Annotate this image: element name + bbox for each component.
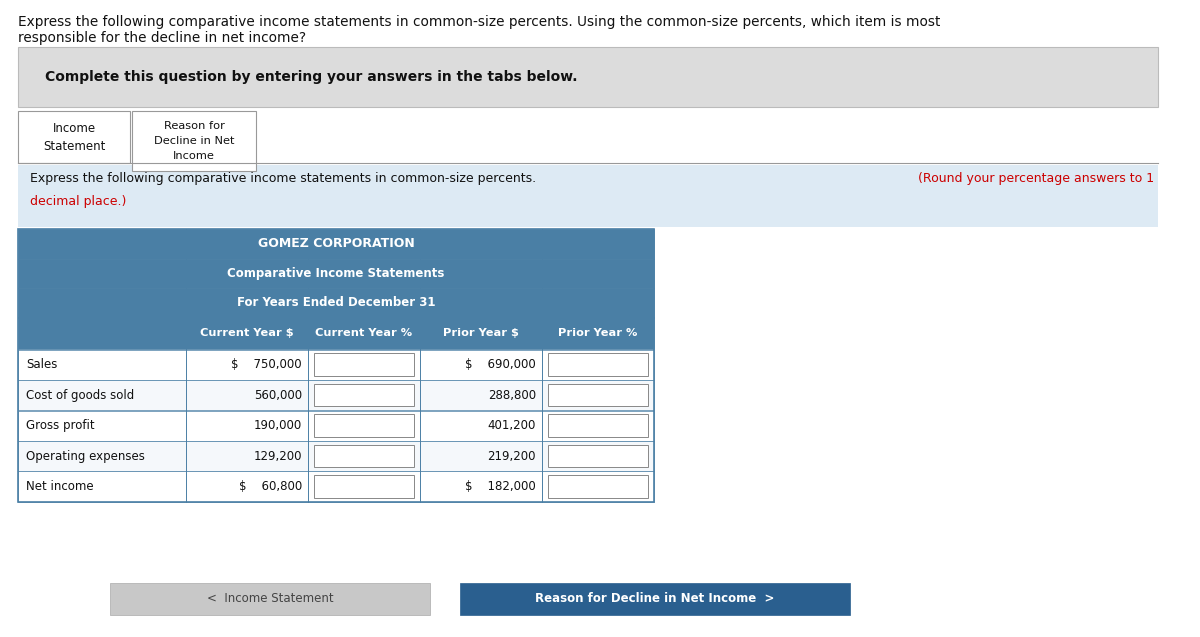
Text: Current Year %: Current Year % [316,329,413,338]
Text: 560,000: 560,000 [254,389,302,402]
Text: (Round your percentage answers to 1: (Round your percentage answers to 1 [918,172,1154,185]
Bar [18,317,654,350]
Text: Cost of goods sold: Cost of goods sold [26,389,134,402]
Text: $    60,800: $ 60,800 [239,480,302,493]
Text: Decline in Net: Decline in Net [154,136,234,146]
Text: Income: Income [173,151,215,161]
Bar [18,229,654,259]
Text: decimal place.): decimal place.) [30,195,126,208]
Bar [110,583,430,615]
Bar [548,445,648,468]
Text: $    182,000: $ 182,000 [466,480,536,493]
Bar [18,410,654,441]
Bar [18,288,654,317]
Text: Operating expenses: Operating expenses [26,450,145,462]
Bar [18,47,1158,107]
Text: Reason for: Reason for [163,121,224,131]
Bar [314,415,414,437]
Text: 129,200: 129,200 [253,450,302,462]
Bar [18,471,654,502]
Text: 190,000: 190,000 [253,419,302,433]
Text: Sales: Sales [26,358,58,371]
Text: GOMEZ CORPORATION: GOMEZ CORPORATION [258,237,414,250]
Bar [18,229,654,502]
Bar [18,165,1158,227]
Bar [18,441,654,471]
Text: Prior Year $: Prior Year $ [443,329,518,338]
Text: Prior Year %: Prior Year % [558,329,637,338]
Text: For Years Ended December 31: For Years Ended December 31 [236,296,436,309]
Text: Comparative Income Statements: Comparative Income Statements [227,267,445,280]
Text: Statement: Statement [43,141,106,154]
Text: Current Year $: Current Year $ [200,329,294,338]
Bar [314,354,414,376]
Text: Express the following comparative income statements in common-size percents. Usi: Express the following comparative income… [18,15,941,45]
Bar [18,380,654,410]
Bar [460,583,850,615]
Text: Reason for Decline in Net Income  >: Reason for Decline in Net Income > [535,592,775,606]
Text: Net income: Net income [26,480,94,493]
Text: Complete this question by entering your answers in the tabs below.: Complete this question by entering your … [46,70,577,84]
Text: $    690,000: $ 690,000 [466,358,536,371]
Bar [132,111,256,171]
Bar [18,350,654,380]
Bar [314,384,414,406]
Text: 219,200: 219,200 [487,450,536,462]
Bar [548,354,648,376]
Bar [548,475,648,498]
Text: 288,800: 288,800 [488,389,536,402]
Text: Gross profit: Gross profit [26,419,95,433]
Text: Express the following comparative income statements in common-size percents.: Express the following comparative income… [30,172,536,185]
Bar [18,259,654,288]
Bar [314,475,414,498]
Text: 401,200: 401,200 [487,419,536,433]
Bar [18,111,130,163]
Text: <  Income Statement: < Income Statement [206,592,334,606]
Bar [548,384,648,406]
Text: Income: Income [53,122,96,136]
Text: $    750,000: $ 750,000 [232,358,302,371]
Bar [548,415,648,437]
Bar [314,445,414,468]
